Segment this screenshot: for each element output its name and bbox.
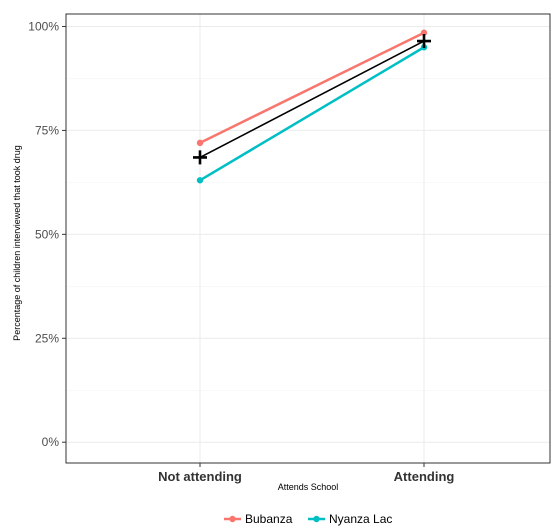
y-tick-label: 25%	[35, 331, 59, 345]
legend-label-nyanza-lac: Nyanza Lac	[329, 512, 392, 526]
y-tick-label: 50%	[35, 227, 59, 241]
grid-lines	[66, 14, 550, 463]
data-point-nyanza-lac	[196, 177, 204, 184]
legend-key-point-nyanza-lac	[313, 515, 320, 523]
x-tick-label: Not attending	[158, 469, 242, 484]
y-axis-title: Percentage of children interviewed that …	[12, 145, 22, 341]
y-tick-label: 0%	[42, 435, 60, 449]
y-axis: 0% 25% 50% 75% 100%	[28, 19, 66, 449]
mean-line	[199, 40, 425, 159]
legend: Bubanza Nyanza Lac	[224, 512, 392, 526]
plot-panel-border	[65, 13, 551, 464]
legend-key-point-bubanza	[229, 515, 236, 523]
overall-mean-line	[193, 34, 431, 165]
series-lines	[196, 29, 428, 184]
data-point-bubanza	[196, 139, 204, 147]
series-line-nyanza-lac	[199, 46, 425, 182]
x-axis: Not attending Attending	[158, 463, 454, 484]
x-axis-title: Attends School	[278, 482, 339, 492]
mean-plus-marker	[417, 34, 431, 49]
mean-plus-marker	[193, 150, 207, 165]
legend-label-bubanza: Bubanza	[245, 512, 293, 526]
series-line-bubanza	[199, 31, 425, 145]
x-tick-label: Attending	[394, 469, 455, 484]
y-tick-label: 100%	[28, 19, 59, 33]
y-tick-label: 75%	[35, 123, 59, 137]
data-point-bubanza	[420, 29, 428, 36]
